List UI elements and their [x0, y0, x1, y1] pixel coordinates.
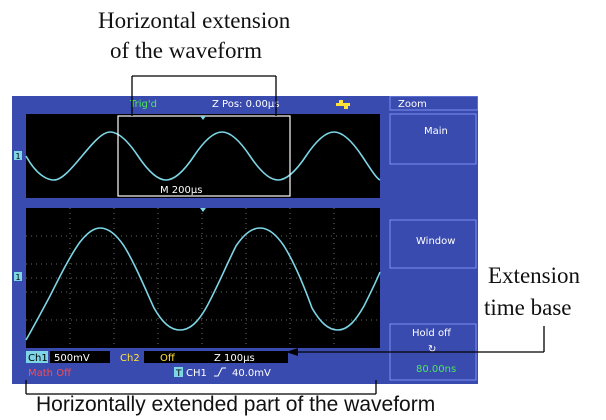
- ch2-label: Ch2: [120, 353, 140, 364]
- annotation-horizontal-extension-line1: Horizontal extension: [98, 8, 291, 33]
- menu-title: Zoom: [398, 99, 427, 110]
- zoom-waveform: [25, 227, 381, 341]
- hold-off-value: 80.00ns: [416, 364, 456, 375]
- trigger-level: 40.0mV: [232, 368, 271, 379]
- trigger-position-marker-zoom: [200, 208, 206, 212]
- main-window-screen: [26, 114, 380, 198]
- trigger-source: CH1: [186, 368, 207, 379]
- svg-text:Window: Window: [416, 236, 455, 247]
- svg-text:1: 1: [16, 273, 21, 282]
- main-window-waveform: [25, 131, 381, 181]
- usb-icon: [336, 100, 350, 109]
- multipurpose-knob-icon: ↻: [428, 344, 436, 355]
- trigger-position-marker: [200, 116, 206, 120]
- z-timebase-box: [208, 351, 288, 363]
- ch1-label: Ch1: [28, 353, 48, 364]
- trigger-badge: T: [175, 369, 182, 379]
- ch1-badge-bg: [26, 351, 48, 363]
- menu-button-window[interactable]: Window: [389, 219, 477, 269]
- oscilloscope-screen: Trig'd Z Pos: 0.00µs M 200µs 1 1: [12, 95, 479, 384]
- svg-text:Hold off: Hold off: [412, 328, 452, 339]
- ch2-state: Off: [160, 353, 176, 364]
- trigger-status: Trig'd: [129, 99, 157, 110]
- math-status: Math Off: [28, 368, 72, 379]
- main-timebase: M 200µs: [160, 185, 202, 196]
- ch2-state-box: [144, 351, 208, 363]
- zoom-timebase: Z 100µs: [214, 353, 255, 364]
- ch1-scale-box: [50, 351, 110, 363]
- annotation-extension-line1: Extension: [488, 263, 580, 288]
- svg-text:Main: Main: [424, 126, 448, 137]
- annotation-extension-line2: time base: [484, 295, 572, 320]
- svg-text:1: 1: [16, 152, 21, 161]
- z-position-readout: Z Pos: 0.00µs: [212, 99, 279, 110]
- rising-edge-icon: [214, 367, 226, 377]
- annotation-extended-part: Horizontally extended part of the wavefo…: [36, 393, 436, 416]
- annotation-horizontal-extension-line2: of the waveform: [110, 38, 262, 63]
- trigger-badge-bg: [174, 367, 183, 377]
- ch1-marker-zoom: 1: [14, 272, 22, 282]
- menu-button-main[interactable]: Main: [389, 113, 477, 165]
- ch1-scale: 500mV: [54, 353, 90, 364]
- menu-button-hold-off[interactable]: Hold off ↻ 80.00ns: [389, 323, 477, 381]
- ch1-marker-main: 1: [14, 151, 22, 161]
